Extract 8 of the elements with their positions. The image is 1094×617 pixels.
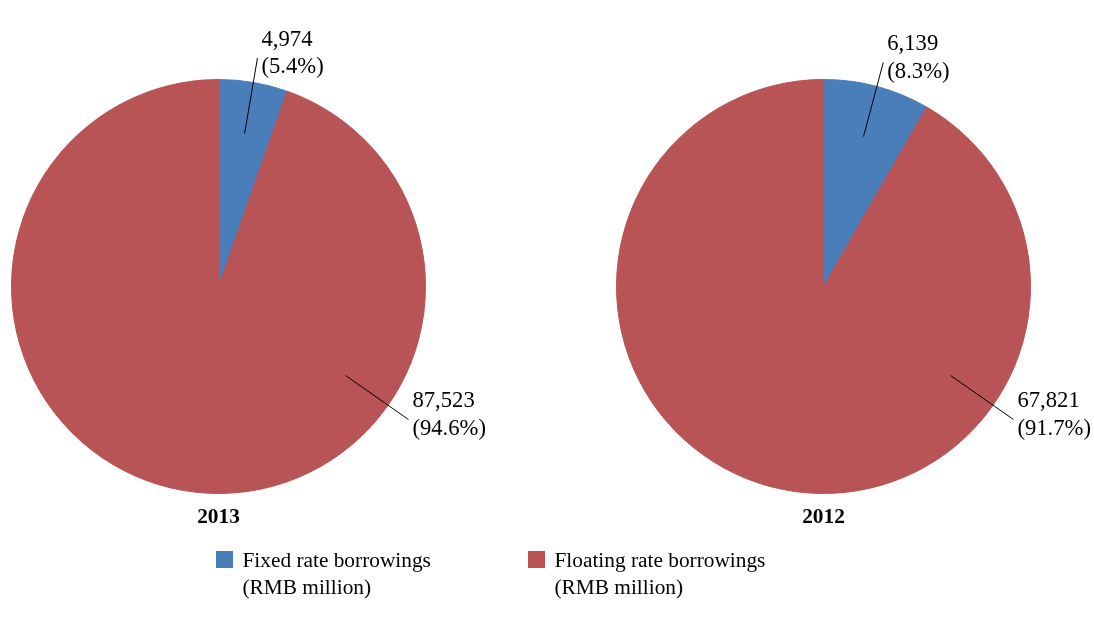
- text: 2013: [197, 503, 240, 528]
- legend-label: Floating rate borrowings (RMB million): [554, 547, 766, 600]
- text: 2012: [802, 503, 845, 528]
- data-label: 4,974 (5.4%): [261, 25, 324, 79]
- data-label: 87,523 (94.6%): [412, 387, 487, 440]
- data-label: 6,139 (8.3%): [887, 30, 950, 83]
- data-label: 67,821 (91.7%): [1017, 387, 1092, 440]
- legend-label: Fixed rate borrowings (RMB million): [242, 547, 431, 600]
